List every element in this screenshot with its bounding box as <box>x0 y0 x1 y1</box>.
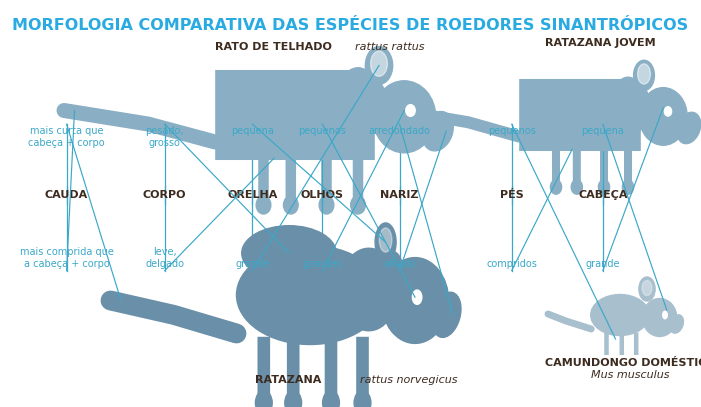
Ellipse shape <box>242 226 336 281</box>
Ellipse shape <box>662 311 667 319</box>
FancyBboxPatch shape <box>353 151 363 201</box>
FancyBboxPatch shape <box>519 79 641 151</box>
FancyBboxPatch shape <box>215 70 375 160</box>
Ellipse shape <box>350 196 365 214</box>
FancyBboxPatch shape <box>620 333 624 355</box>
FancyBboxPatch shape <box>356 337 369 397</box>
FancyBboxPatch shape <box>573 144 581 184</box>
Ellipse shape <box>627 89 648 134</box>
Ellipse shape <box>665 107 672 116</box>
Ellipse shape <box>643 298 676 337</box>
FancyBboxPatch shape <box>258 151 268 201</box>
Text: CAUDA: CAUDA <box>45 190 88 200</box>
Text: pequenos: pequenos <box>299 126 346 136</box>
Text: CAMUNDONGO DOMÉSTICO: CAMUNDONGO DOMÉSTICO <box>545 358 701 368</box>
Ellipse shape <box>236 245 383 344</box>
Ellipse shape <box>322 391 339 407</box>
Text: ORELHA: ORELHA <box>227 190 278 200</box>
Ellipse shape <box>381 258 449 344</box>
Text: MORFOLOGIA COMPARATIVA DAS ESPÉCIES DE ROEDORES SINANTRÓPICOS: MORFOLOGIA COMPARATIVA DAS ESPÉCIES DE R… <box>13 18 688 33</box>
Ellipse shape <box>432 292 461 337</box>
Text: pequena: pequena <box>231 126 274 136</box>
Ellipse shape <box>356 82 385 139</box>
Text: RATO DE TELHADO: RATO DE TELHADO <box>215 42 335 52</box>
Ellipse shape <box>638 64 651 84</box>
Ellipse shape <box>375 223 396 261</box>
Ellipse shape <box>412 290 422 304</box>
Text: Mus musculus: Mus musculus <box>591 370 669 380</box>
Text: RATAZANA JOVEM: RATAZANA JOVEM <box>545 38 655 48</box>
Text: NARIZ: NARIZ <box>381 190 418 200</box>
Ellipse shape <box>285 391 301 407</box>
Text: pesado,
grosso: pesado, grosso <box>146 126 184 148</box>
Ellipse shape <box>255 391 272 407</box>
Ellipse shape <box>256 196 271 214</box>
Ellipse shape <box>379 228 392 252</box>
Ellipse shape <box>319 196 334 214</box>
FancyBboxPatch shape <box>624 144 632 184</box>
Text: grande: grande <box>585 258 620 269</box>
Ellipse shape <box>599 180 610 194</box>
Ellipse shape <box>373 81 436 153</box>
Ellipse shape <box>354 391 371 407</box>
FancyBboxPatch shape <box>287 337 299 397</box>
Text: leve,
delgado: leve, delgado <box>145 247 184 269</box>
Text: pequenos: pequenos <box>488 126 536 136</box>
Text: PÉS: PÉS <box>500 190 524 200</box>
FancyBboxPatch shape <box>552 144 560 184</box>
Text: RATAZANA: RATAZANA <box>255 375 325 385</box>
Text: mais curta que
cabeça + corpo: mais curta que cabeça + corpo <box>28 126 105 148</box>
Ellipse shape <box>550 180 562 194</box>
Text: rattus rattus: rattus rattus <box>355 42 425 52</box>
Text: grande: grande <box>235 258 270 269</box>
Ellipse shape <box>634 60 655 90</box>
FancyBboxPatch shape <box>634 333 639 355</box>
FancyBboxPatch shape <box>604 333 608 355</box>
FancyBboxPatch shape <box>321 151 332 201</box>
FancyBboxPatch shape <box>325 337 337 397</box>
Ellipse shape <box>571 180 583 194</box>
Ellipse shape <box>372 252 403 317</box>
Text: mais comprida que
a cabeça + corpo: mais comprida que a cabeça + corpo <box>20 247 114 269</box>
Text: compridos: compridos <box>486 258 537 269</box>
Ellipse shape <box>622 180 634 194</box>
Ellipse shape <box>677 112 701 144</box>
Text: pequena: pequena <box>581 126 625 136</box>
Text: afilado: afilado <box>383 258 416 269</box>
Ellipse shape <box>639 88 687 145</box>
Ellipse shape <box>406 105 415 116</box>
Ellipse shape <box>371 51 388 76</box>
Ellipse shape <box>365 46 393 84</box>
Ellipse shape <box>642 280 652 295</box>
Ellipse shape <box>422 112 454 151</box>
Ellipse shape <box>339 248 398 331</box>
Ellipse shape <box>283 196 298 214</box>
Ellipse shape <box>591 295 649 335</box>
FancyBboxPatch shape <box>600 144 608 184</box>
FancyBboxPatch shape <box>257 337 270 397</box>
Text: arredondado: arredondado <box>369 126 430 136</box>
Text: OLHOS: OLHOS <box>301 190 344 200</box>
Text: CORPO: CORPO <box>143 190 186 200</box>
Text: rattus norvegicus: rattus norvegicus <box>360 375 458 385</box>
Ellipse shape <box>670 315 683 333</box>
Text: grandes: grandes <box>303 258 342 269</box>
Ellipse shape <box>639 277 655 301</box>
Text: CABEÇA: CABEÇA <box>578 190 627 200</box>
FancyBboxPatch shape <box>285 151 296 201</box>
Ellipse shape <box>335 68 381 144</box>
Ellipse shape <box>611 77 646 138</box>
